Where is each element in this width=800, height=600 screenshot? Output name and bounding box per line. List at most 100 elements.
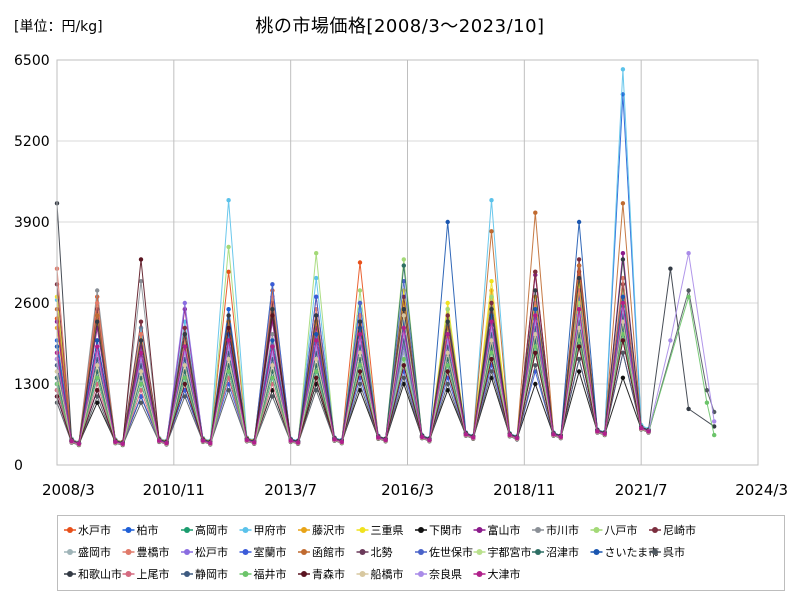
- legend-item: 上尾市: [122, 567, 170, 581]
- data-point: [533, 350, 538, 355]
- data-point: [182, 307, 187, 312]
- data-point: [357, 288, 363, 293]
- data-point: [182, 363, 187, 368]
- legend-swatch-marker: [67, 527, 73, 533]
- legend-label: 北勢: [371, 545, 393, 559]
- data-point: [489, 279, 494, 284]
- legend-label: 豊橋市: [137, 545, 170, 559]
- y-tick-label: 5200: [14, 134, 50, 150]
- legend-label: 八戸市: [605, 523, 638, 537]
- data-point: [646, 429, 651, 434]
- data-point: [226, 244, 231, 250]
- legend-item: 船橋市: [356, 567, 404, 581]
- x-tick-label: 2008/3: [42, 481, 95, 499]
- legend-swatch-marker: [418, 527, 424, 533]
- data-point: [113, 439, 118, 445]
- data-point: [270, 338, 275, 343]
- data-point: [314, 313, 319, 318]
- data-point: [686, 294, 691, 299]
- x-tick-label: 2018/11: [493, 481, 555, 499]
- legend-swatch-marker: [184, 527, 190, 533]
- data-point: [95, 300, 100, 306]
- data-point: [401, 307, 406, 312]
- legend-label: 福井市: [254, 567, 287, 581]
- data-point: [489, 307, 494, 312]
- legend-swatch-marker: [125, 527, 132, 533]
- x-tick-label: 2024/3: [735, 481, 788, 499]
- data-point: [445, 319, 450, 324]
- legend-swatch-marker: [593, 527, 600, 533]
- data-point: [620, 300, 626, 306]
- data-point: [182, 344, 187, 349]
- legend-swatch-marker: [242, 571, 249, 577]
- data-point: [489, 300, 494, 306]
- legend-item: 市川市: [532, 523, 579, 537]
- data-point: [270, 394, 275, 399]
- data-point: [427, 437, 432, 443]
- data-point: [489, 229, 494, 234]
- legend-swatch-marker: [184, 571, 190, 577]
- data-point: [668, 266, 673, 271]
- data-point: [270, 288, 275, 293]
- data-point: [620, 338, 626, 343]
- legend-swatch-marker: [476, 527, 483, 533]
- legend-label: 柏市: [137, 523, 159, 537]
- data-point: [620, 257, 626, 262]
- data-point: [686, 288, 691, 293]
- data-point: [95, 338, 100, 343]
- data-point: [357, 332, 363, 337]
- x-tick-label: 2021/7: [615, 481, 668, 499]
- legend-swatch-marker: [242, 527, 249, 533]
- data-point: [314, 388, 319, 393]
- data-point: [95, 313, 100, 318]
- data-point: [314, 251, 319, 256]
- series-layer: [54, 67, 717, 448]
- legend-label: 藤沢市: [312, 523, 345, 537]
- legend-item: 沼津市: [532, 545, 579, 559]
- data-point: [95, 400, 100, 405]
- grid-layer: [56, 59, 759, 466]
- data-point: [357, 300, 363, 306]
- data-point: [339, 439, 344, 445]
- data-point: [463, 432, 469, 437]
- legend-label: 富山市: [488, 523, 521, 537]
- data-point: [357, 369, 363, 374]
- legend-item: 佐世保市: [415, 545, 473, 559]
- data-point: [620, 282, 626, 287]
- legend-swatch-marker: [125, 571, 132, 577]
- data-point: [138, 257, 144, 262]
- data-point: [533, 307, 538, 312]
- data-point: [138, 381, 144, 387]
- data-point: [704, 388, 710, 393]
- data-point: [445, 313, 450, 318]
- data-point: [95, 294, 100, 299]
- data-point: [314, 275, 319, 281]
- legend-swatch-marker: [418, 549, 424, 555]
- data-point: [226, 356, 231, 362]
- data-point: [620, 251, 626, 256]
- data-point: [620, 294, 626, 299]
- data-point: [514, 436, 520, 441]
- data-point: [226, 338, 231, 343]
- data-point: [576, 344, 582, 349]
- data-point: [226, 325, 231, 331]
- data-point: [182, 300, 187, 306]
- data-point: [533, 313, 538, 318]
- data-point: [157, 438, 162, 443]
- data-point: [95, 288, 100, 293]
- legend-label: 下関市: [429, 523, 462, 537]
- data-point: [226, 198, 231, 203]
- legend-swatch-marker: [242, 549, 249, 555]
- legend-item: 静岡市: [181, 567, 228, 581]
- data-point: [401, 356, 406, 362]
- data-point: [95, 388, 100, 393]
- data-point: [314, 375, 319, 380]
- legend-item: 尼崎市: [649, 523, 696, 537]
- data-point: [138, 394, 144, 399]
- legend-label: 水戸市: [78, 523, 111, 537]
- data-point: [401, 294, 406, 299]
- data-point: [445, 219, 450, 225]
- data-point: [295, 440, 301, 445]
- legend-item: 宇都宮市: [473, 545, 532, 559]
